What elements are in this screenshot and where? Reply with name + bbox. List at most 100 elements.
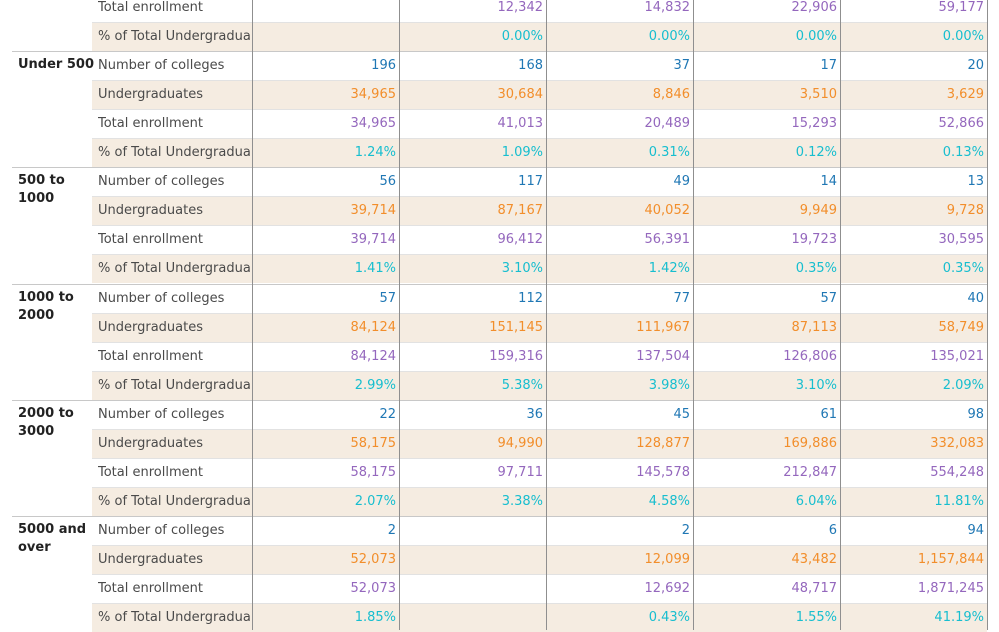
table-row	[92, 370, 987, 400]
table-cell: 8,846	[652, 87, 690, 103]
table-cell: 77	[673, 290, 690, 306]
table-cell: 0.43%	[648, 610, 690, 626]
measure-label: Total enrollment	[98, 0, 203, 15]
table-cell: 332,083	[930, 435, 984, 451]
table-cell: 0.31%	[648, 145, 690, 161]
measure-label: % of Total Undergradua..	[98, 377, 252, 393]
table-cell: 0.00%	[648, 29, 690, 45]
table-cell: 58,749	[938, 319, 985, 335]
table-cell: 40	[967, 290, 984, 306]
table-row	[92, 312, 987, 342]
table-cell: 1.24%	[354, 145, 396, 161]
table-cell: 3,510	[799, 87, 837, 103]
measure-label: Number of colleges	[98, 522, 225, 538]
table-cell: 1,871,245	[917, 581, 984, 596]
table-cell: 112	[518, 290, 543, 306]
table-cell: 57	[379, 290, 396, 306]
table-cell: 1.55%	[795, 610, 837, 626]
table-cell: 20,489	[644, 116, 691, 132]
table-cell	[403, 574, 543, 603]
table-cell: 3.10%	[501, 261, 543, 277]
table-cell: 4.58%	[648, 493, 690, 509]
table-cell: 0.13%	[942, 145, 984, 161]
table-cell: 56,391	[644, 232, 691, 248]
row-divider	[92, 545, 987, 546]
table-row	[92, 603, 987, 632]
measure-label: Undergraduates	[98, 551, 204, 567]
measure-label: Undergraduates	[98, 435, 204, 451]
table-cell: 98	[967, 406, 984, 422]
measure-label: Number of colleges	[98, 406, 225, 422]
measure-label: Total enrollment	[98, 464, 203, 480]
table-row	[92, 22, 987, 52]
table-cell: 56	[379, 174, 396, 190]
table-cell: 52,866	[938, 116, 985, 132]
row-divider	[12, 51, 987, 52]
table-cell: 3.38%	[501, 493, 543, 509]
table-cell: 554,248	[930, 464, 984, 480]
table-cell: 40,052	[644, 203, 691, 219]
table-cell: 169,886	[783, 435, 837, 451]
table-cell: 87,167	[497, 203, 544, 219]
table-row	[92, 80, 987, 110]
table-cell: 14,832	[644, 0, 691, 15]
table-cell: 87,113	[791, 319, 838, 335]
table-cell: 30,684	[497, 87, 544, 103]
measure-label: Total enrollment	[98, 232, 203, 248]
table-cell: 97,711	[497, 464, 544, 480]
row-divider	[92, 458, 987, 459]
table-cell: 145,578	[636, 464, 690, 480]
table-cell: 111,967	[636, 319, 690, 335]
table-cell: 6	[828, 522, 837, 538]
table-cell: 12,099	[644, 551, 691, 567]
measure-label: % of Total Undergradua..	[98, 145, 252, 161]
measure-label: % of Total Undergradua..	[98, 610, 252, 626]
table-cell: 3.10%	[795, 377, 837, 393]
table-cell	[256, 0, 396, 22]
table-cell	[403, 603, 543, 632]
measure-label: Number of colleges	[98, 290, 225, 306]
table-cell: 128,877	[636, 435, 690, 451]
row-group-label: 5000 and over	[18, 521, 87, 555]
row-divider	[12, 400, 987, 401]
row-divider	[92, 22, 987, 23]
table-row	[92, 428, 987, 458]
table-cell: 5.38%	[501, 377, 543, 393]
table-cell: 135,021	[930, 348, 984, 364]
row-divider	[92, 429, 987, 430]
table-cell: 48,717	[791, 581, 838, 596]
measure-label: Total enrollment	[98, 581, 203, 596]
table-cell: 2	[681, 522, 690, 538]
table-cell: 126,806	[783, 348, 837, 364]
table-cell: 15,293	[791, 116, 838, 132]
row-divider	[12, 516, 987, 517]
table-cell: 39,714	[350, 203, 397, 219]
table-cell: 2.07%	[354, 493, 396, 509]
row-divider	[92, 603, 987, 604]
table-cell: 3,629	[946, 87, 984, 103]
table-cell: 37	[673, 58, 690, 74]
table-cell: 117	[518, 174, 543, 190]
table-cell: 12,692	[644, 581, 691, 596]
table-cell: 13	[967, 174, 984, 190]
table-cell	[403, 545, 543, 574]
row-divider	[92, 109, 987, 110]
column-divider	[399, 0, 400, 630]
table-cell: 2.99%	[354, 377, 396, 393]
column-divider	[252, 0, 253, 630]
column-divider	[693, 0, 694, 630]
table-row	[92, 544, 987, 574]
table-cell: 3.98%	[648, 377, 690, 393]
measure-label: Undergraduates	[98, 203, 204, 219]
table-row	[92, 138, 987, 168]
table-cell: 22,906	[791, 0, 838, 15]
table-cell: 57	[820, 290, 837, 306]
table-cell: 84,124	[350, 348, 397, 364]
row-divider	[92, 80, 987, 81]
table-cell: 84,124	[350, 319, 397, 335]
row-divider	[92, 225, 987, 226]
table-cell: 1,157,844	[917, 551, 984, 567]
measure-label: Undergraduates	[98, 319, 204, 335]
row-divider	[92, 342, 987, 343]
measure-label: Number of colleges	[98, 174, 225, 190]
